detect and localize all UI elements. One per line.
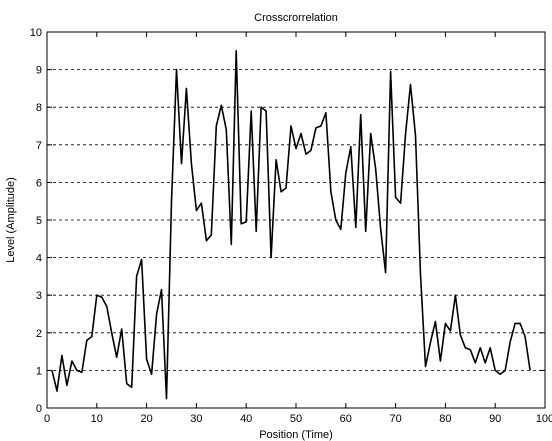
series-line-0 [51, 49, 531, 400]
y-tick-label: 10 [30, 27, 42, 39]
y-tick-label: 9 [36, 65, 42, 77]
y-tick-label: 7 [36, 140, 42, 152]
x-tick-label: 0 [44, 413, 50, 425]
y-tick-label: 5 [36, 215, 42, 227]
x-tick-label: 100 [536, 413, 552, 425]
x-tick-label: 30 [190, 413, 202, 425]
gridlines [47, 69, 545, 371]
x-tick-label: 50 [290, 413, 302, 425]
y-tick-label: 6 [36, 177, 42, 189]
x-tick-label: 60 [340, 413, 352, 425]
x-tick-label: 10 [91, 413, 103, 425]
y-tick-label: 2 [36, 328, 42, 340]
y-tick-label: 0 [36, 403, 42, 415]
x-tick-label: 70 [389, 413, 401, 425]
y-tick-label: 8 [36, 102, 42, 114]
y-tick-label: 3 [36, 290, 42, 302]
x-tick-label: 20 [140, 413, 152, 425]
y-tick-label: 4 [36, 253, 42, 265]
x-tick-label: 40 [240, 413, 252, 425]
x-tick-label: 90 [489, 413, 501, 425]
y-axis-label: Level (Amplitude) [5, 177, 17, 263]
series-group [51, 49, 531, 400]
x-axis-label: Position (Time) [259, 429, 333, 441]
x-tick-label: 80 [439, 413, 451, 425]
y-tick-label: 1 [36, 365, 42, 377]
chart-title: Crosscrorrelation [254, 12, 338, 24]
